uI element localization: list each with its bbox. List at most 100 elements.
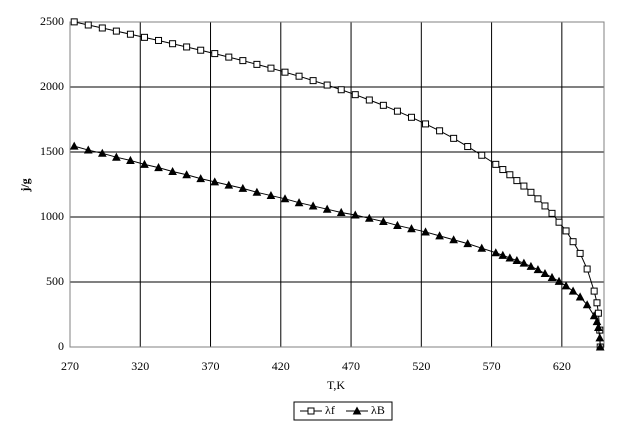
marker [589, 311, 599, 320]
marker [294, 198, 304, 207]
marker [112, 27, 120, 35]
marker [266, 190, 276, 200]
x-tick-label: 570 [483, 359, 501, 373]
legend-box [293, 401, 393, 421]
marker [281, 68, 289, 76]
marker [463, 239, 473, 248]
marker [351, 91, 359, 99]
marker [69, 141, 79, 150]
marker [197, 46, 205, 54]
x-tick-label: 520 [412, 359, 430, 373]
marker [534, 195, 542, 203]
marker [183, 43, 191, 51]
x-tick-label: 620 [553, 359, 571, 373]
marker [498, 250, 508, 259]
marker [594, 322, 603, 331]
marker [464, 143, 472, 151]
marker [280, 194, 290, 203]
marker [492, 160, 500, 168]
x-axis-label: T,K [327, 378, 345, 392]
marker [421, 227, 430, 236]
marker [450, 134, 458, 142]
marker [70, 18, 78, 26]
y-tick-label: 1500 [40, 144, 64, 158]
marker [154, 163, 163, 172]
marker [593, 299, 601, 307]
y-tick-label: 500 [46, 274, 64, 288]
marker [592, 317, 602, 326]
marker [435, 231, 444, 240]
marker [84, 21, 92, 29]
marker [365, 96, 373, 104]
marker [379, 101, 387, 109]
marker [449, 235, 458, 244]
marker [309, 77, 317, 85]
marker [561, 281, 571, 290]
marker [590, 287, 598, 295]
y-tick-label: 0 [58, 339, 64, 353]
marker [436, 127, 444, 135]
marker [422, 120, 430, 128]
plot-border [69, 21, 605, 348]
marker [252, 187, 262, 196]
marker [569, 238, 577, 246]
marker [478, 151, 486, 159]
marker [379, 216, 388, 226]
marker [505, 253, 515, 262]
marker [520, 182, 528, 190]
marker [225, 53, 233, 61]
marker [308, 201, 318, 210]
marker [393, 220, 402, 229]
x-tick-label: 370 [202, 359, 220, 373]
marker [554, 276, 564, 285]
legend: λf λB [293, 401, 393, 421]
marker [548, 209, 556, 217]
marker [491, 248, 501, 257]
marker [527, 188, 535, 196]
marker [393, 107, 401, 115]
legend-label: λf [325, 403, 335, 417]
marker [583, 265, 591, 273]
marker [576, 249, 584, 257]
marker [238, 183, 248, 192]
marker [364, 213, 374, 222]
marker [210, 177, 220, 186]
marker [196, 174, 206, 183]
marker [322, 204, 332, 213]
marker [594, 309, 602, 317]
marker [295, 72, 303, 80]
marker [253, 60, 261, 68]
marker [83, 145, 93, 154]
marker [97, 148, 107, 157]
marker [519, 258, 529, 267]
marker [323, 81, 331, 89]
marker [595, 342, 605, 351]
y-tick-label: 2500 [40, 14, 64, 28]
marker [568, 286, 578, 295]
marker [182, 170, 191, 179]
marker [98, 24, 106, 32]
marker [582, 300, 592, 309]
marker [307, 407, 315, 415]
marker [155, 36, 163, 44]
marker [140, 33, 148, 41]
marker [224, 180, 234, 189]
marker [547, 272, 557, 281]
marker [239, 57, 247, 65]
marker [211, 50, 219, 58]
x-tick-label: 470 [342, 359, 360, 373]
y-tick-label: 2000 [40, 79, 64, 93]
marker [562, 227, 570, 235]
x-tick-label: 270 [61, 359, 79, 373]
y-tick-label: 1000 [40, 209, 64, 223]
marker [541, 202, 549, 210]
marker [112, 152, 121, 161]
marker [540, 268, 550, 278]
marker [595, 333, 605, 342]
marker [337, 86, 345, 94]
x-tick-label: 420 [272, 359, 290, 373]
marker [352, 406, 362, 415]
marker [555, 218, 563, 226]
